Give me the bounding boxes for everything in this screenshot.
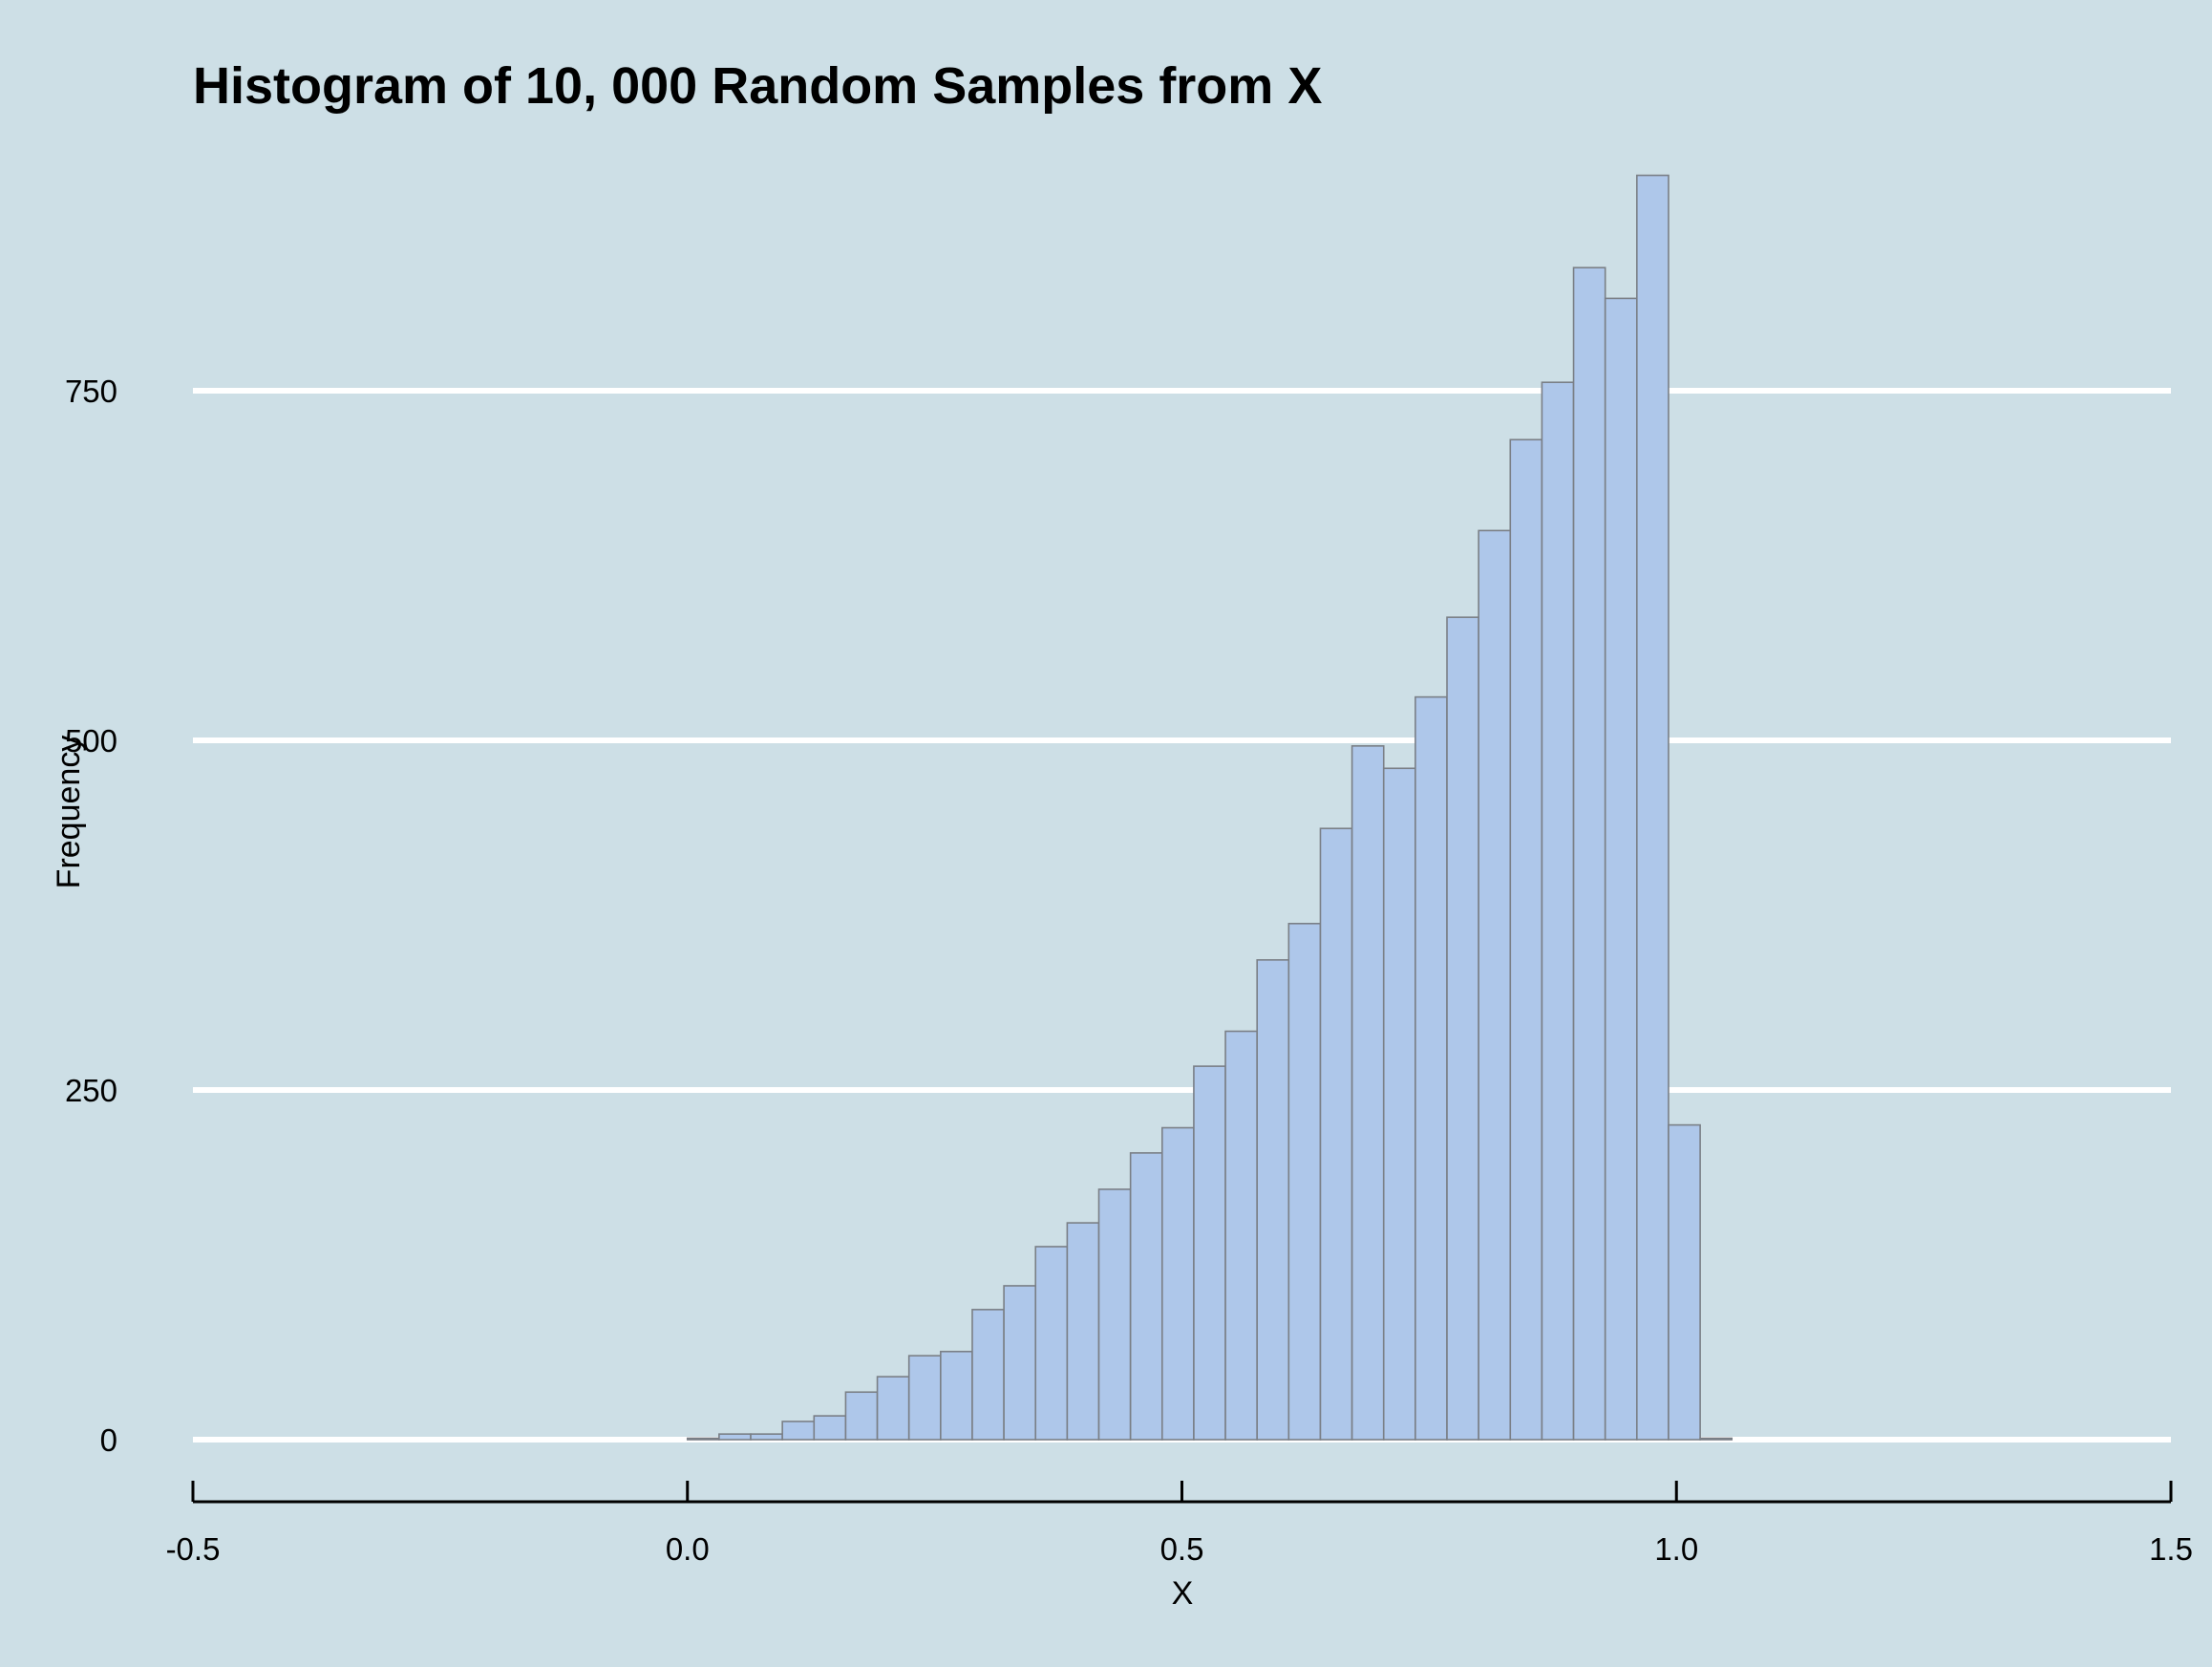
histogram-bar: [1478, 529, 1512, 1441]
histogram-bar: [844, 1391, 879, 1441]
histogram-bar: [1446, 616, 1479, 1441]
histogram-bar: [1256, 959, 1290, 1441]
x-tick-label: -0.5: [166, 1531, 221, 1567]
y-axis-label: Frequency: [51, 736, 87, 889]
chart-title: Histogram of 10, 000 Random Samples from…: [193, 57, 1322, 115]
histogram-bar: [750, 1433, 783, 1441]
histogram-bar: [876, 1376, 910, 1441]
grid-lines: [193, 388, 2171, 1443]
histogram-bar: [1034, 1246, 1069, 1441]
histogram-bar: [1351, 745, 1385, 1441]
histogram-bar: [1129, 1152, 1163, 1441]
histogram-bar: [1509, 438, 1543, 1441]
y-tick-label: 750: [65, 374, 117, 409]
histogram-bar: [1382, 767, 1416, 1441]
histogram-bar: [1604, 297, 1638, 1441]
x-tick-label: 0.0: [666, 1531, 710, 1567]
histogram-bar: [1287, 922, 1322, 1441]
histogram-bar: [1160, 1126, 1195, 1441]
histogram-bar: [1414, 695, 1448, 1441]
y-axis-ticks: 0 250 500 750: [65, 374, 117, 1458]
histogram-bar: [1668, 1123, 1701, 1441]
histogram-bar: [1003, 1285, 1037, 1441]
x-axis: -0.5 0.0 0.5 1.0 1.5: [166, 1481, 2193, 1567]
histogram-bar: [686, 1437, 720, 1441]
histogram-bar: [1541, 381, 1575, 1441]
histogram-bar: [1224, 1030, 1258, 1441]
x-tick-label: 1.5: [2149, 1531, 2193, 1567]
x-tick-label: 0.5: [1160, 1531, 1204, 1567]
histogram-bars: [686, 174, 1733, 1441]
y-tick-label: 500: [65, 723, 117, 759]
histogram-bar: [940, 1350, 973, 1441]
y-tick-label: 0: [100, 1422, 117, 1458]
histogram-bar: [781, 1421, 816, 1441]
histogram-bar: [1636, 174, 1670, 1441]
histogram-bar: [907, 1355, 942, 1441]
x-axis-label: X: [1172, 1575, 1194, 1612]
histogram-bar: [971, 1309, 1005, 1441]
histogram-bar: [1699, 1437, 1733, 1441]
y-tick-label: 250: [65, 1073, 117, 1108]
histogram-bar: [718, 1433, 752, 1441]
histogram-bar: [1319, 827, 1353, 1441]
histogram-bar: [1097, 1188, 1132, 1441]
histogram-bar: [1193, 1065, 1226, 1441]
histogram-bar: [813, 1415, 847, 1441]
histogram-bar: [1572, 267, 1606, 1441]
histogram-bar: [1066, 1222, 1100, 1441]
x-tick-label: 1.0: [1654, 1531, 1698, 1567]
